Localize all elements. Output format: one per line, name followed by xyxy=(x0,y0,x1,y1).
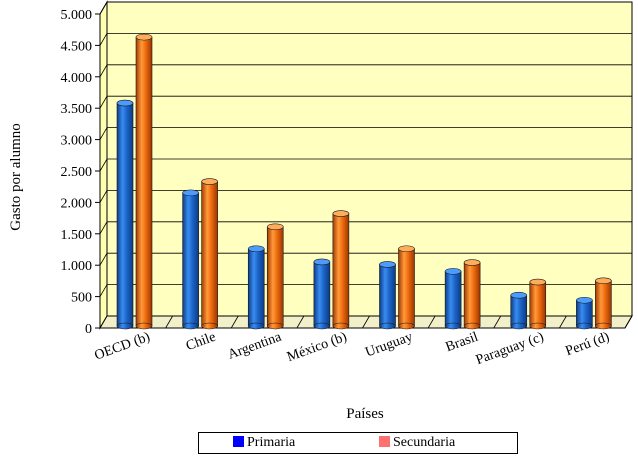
gridlines xyxy=(99,1,632,297)
y-axis-label: Gasto por alumno xyxy=(8,123,24,230)
x-tick-mark xyxy=(493,315,502,329)
gridline xyxy=(99,158,632,172)
bar-primaria-1 xyxy=(182,189,199,330)
bar-primaria-4 xyxy=(379,261,396,330)
legend-swatch-secundaria xyxy=(379,436,390,447)
x-tick-label: Uruguay xyxy=(364,330,415,361)
y-tick-label: 500 xyxy=(71,291,92,306)
x-tick-label: Chile xyxy=(184,330,218,354)
gridline xyxy=(99,1,632,15)
y-axis-ticks: 0 500 1.000 1.500 2.000 2.500 3.000 3.500 4.000 4… xyxy=(61,8,100,337)
bar-secundaria-2 xyxy=(266,223,284,330)
gridline xyxy=(99,95,632,109)
y-tick-label: 5.000 xyxy=(61,8,93,23)
bar-secundaria-5 xyxy=(463,259,481,330)
y-tick-label: 1.000 xyxy=(61,259,93,274)
y-tick-label: 2.000 xyxy=(61,196,93,211)
y-tick-label: 3.500 xyxy=(61,102,93,117)
x-tick-mark xyxy=(559,315,567,329)
legend-item-secundaria: Secundaria xyxy=(379,436,455,450)
x-tick-mark xyxy=(362,315,370,329)
legend-label-primaria: Primaria xyxy=(247,435,296,450)
gridline xyxy=(99,127,632,140)
y-tick-label: 3.000 xyxy=(61,134,93,149)
y-tick-label: 2.500 xyxy=(61,165,93,180)
bar-secundaria-4 xyxy=(398,245,415,330)
x-axis-label: Países xyxy=(346,406,384,422)
plot-area xyxy=(99,0,633,330)
legend-label-secundaria: Secundaria xyxy=(393,435,456,450)
legend-item-primaria: Primaria xyxy=(233,436,295,450)
bar-secundaria-1 xyxy=(201,178,218,330)
x-tick-mark xyxy=(296,315,305,329)
x-tick-mark xyxy=(624,315,633,329)
x-tick-label: Perú (d) xyxy=(564,330,612,360)
legend: Primaria Secundaria xyxy=(198,432,518,454)
bar-primaria-7 xyxy=(576,296,593,330)
y-tick-label: 0 xyxy=(85,322,92,337)
bar-secundaria-0 xyxy=(135,33,153,330)
bars xyxy=(116,33,612,330)
x-tick-label: Brasil xyxy=(444,330,481,356)
bar-primaria-5 xyxy=(444,268,462,330)
bar-chart: 0 500 1.000 1.500 2.000 2.500 3.000 3.500 4.000 4… xyxy=(8,0,633,422)
y-tick-label: 1.500 xyxy=(61,228,93,243)
bar-secundaria-3 xyxy=(332,210,350,330)
bar-primaria-2 xyxy=(247,245,265,330)
bar-secundaria-7 xyxy=(595,277,612,330)
x-tick-label: Paraguay (c) xyxy=(474,330,546,369)
y-tick-label: 4.000 xyxy=(61,71,93,86)
bar-primaria-0 xyxy=(116,99,134,330)
gridline xyxy=(99,33,632,46)
x-tick-label: Argentina xyxy=(226,329,284,362)
x-tick-mark xyxy=(230,315,239,329)
x-tick-mark xyxy=(165,315,173,329)
bar-primaria-6 xyxy=(510,291,528,330)
gridline xyxy=(99,221,632,235)
gridline xyxy=(99,64,632,78)
x-tick-label: OECD (b) xyxy=(93,330,153,364)
x-tick-label: México (b) xyxy=(285,330,349,366)
legend-swatch-primaria xyxy=(233,436,244,447)
gridline xyxy=(99,189,632,203)
bar-primaria-3 xyxy=(313,258,331,330)
bar-secundaria-6 xyxy=(529,278,547,330)
y-tick-label: 4.500 xyxy=(61,39,93,54)
x-tick-mark xyxy=(427,315,436,329)
gridline xyxy=(99,252,632,266)
